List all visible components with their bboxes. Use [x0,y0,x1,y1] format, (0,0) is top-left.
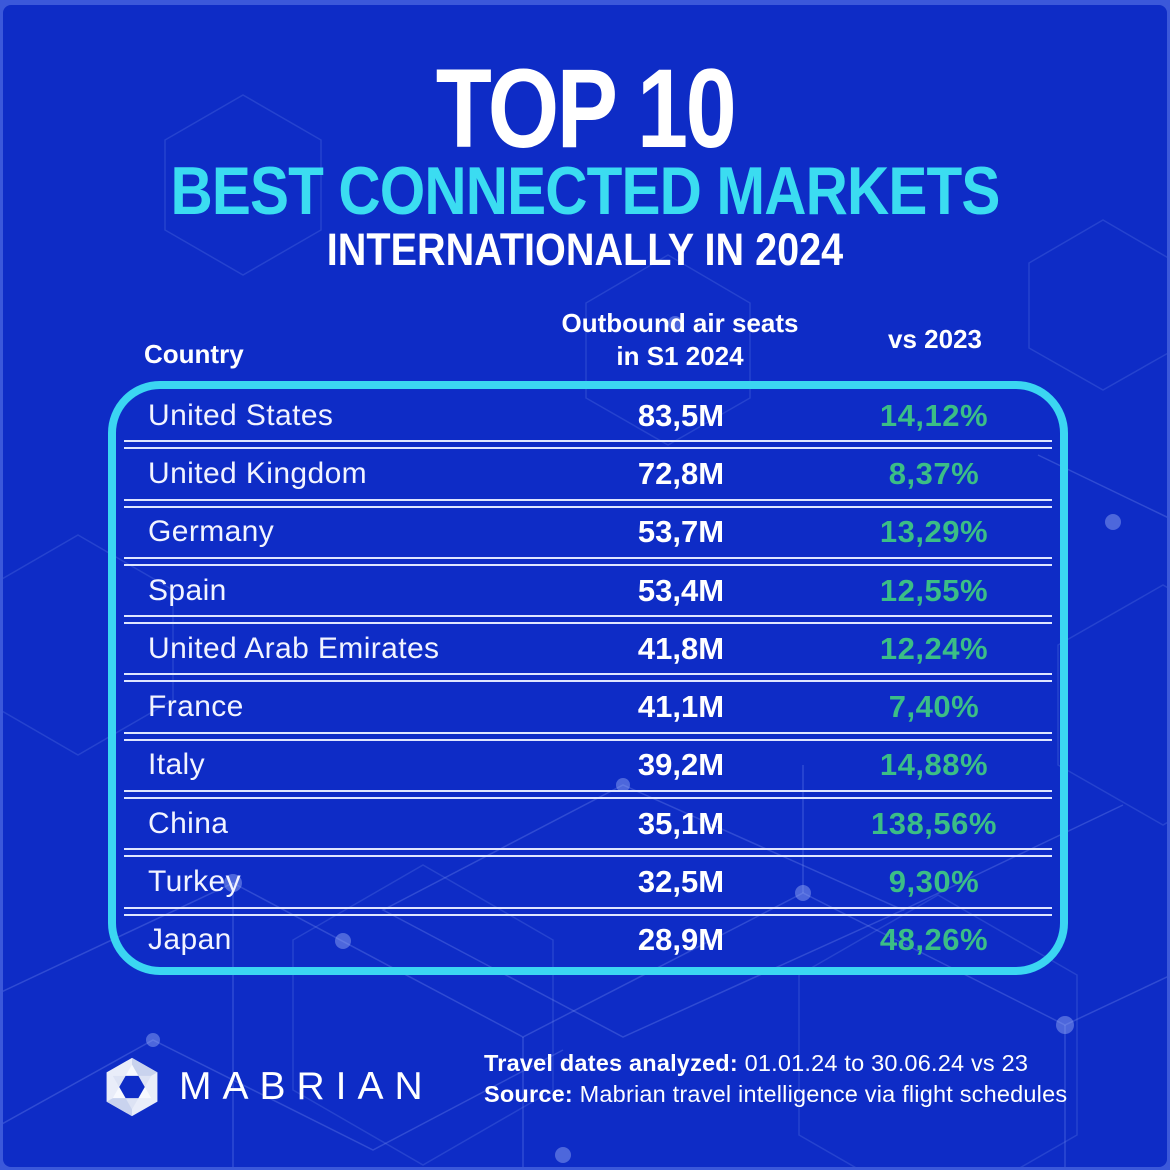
row-country: France [148,690,244,724]
table-row: Spain 53,4M 12,55% [118,566,1058,615]
table-row: United Kingdom 72,8M 8,37% [118,449,1058,498]
row-divider [124,673,1052,683]
table-row: China 35,1M 138,56% [118,799,1058,848]
table-column-headers: Country Outbound air seats in S1 2024 vs… [108,307,1068,372]
table-row: France 41,1M 7,40% [118,682,1058,731]
row-divider [124,848,1052,858]
row-change: 9,30% [888,864,980,900]
row-country: United Arab Emirates [148,631,440,665]
table-row: Turkey 32,5M 9,30% [118,857,1058,906]
title-internationally-2024: INTERNATIONALLY IN 2024 [326,224,844,275]
footer-source-label: Source: [484,1081,573,1107]
row-seats: 72,8M [637,455,725,491]
row-seats: 83,5M [637,397,725,433]
col-header-country: Country [144,339,244,369]
table-body: United States 83,5M 14,12% United Kingdo… [116,389,1060,967]
col-header-seats-line2: in S1 2024 [616,340,744,371]
table-row: Italy 39,2M 14,88% [118,741,1058,790]
row-country: United Kingdom [148,456,368,490]
brand-logo: MABRIAN [101,1055,434,1119]
row-seats: 53,4M [637,572,725,608]
mabrian-gem-icon [106,1057,158,1117]
row-country: Japan [148,923,232,957]
row-country: Italy [148,748,206,782]
row-country: China [148,806,229,840]
footer-dates-value: 01.01.24 to 30.06.24 vs 23 [737,1050,1029,1076]
row-divider [124,556,1052,566]
row-change: 48,26% [879,922,989,958]
row-country: Turkey [148,865,241,899]
table-row: Germany 53,7M 13,29% [118,508,1058,557]
row-seats: 39,2M [637,747,725,783]
col-header-seats-line1: Outbound air seats [561,308,799,338]
row-seats: 41,1M [637,689,725,725]
table-row: United States 83,5M 14,12% [118,391,1058,440]
row-seats: 41,8M [637,630,725,666]
row-seats: 53,7M [637,514,725,550]
row-change: 138,56% [871,805,997,841]
table-row: Japan 28,9M 48,26% [118,916,1058,965]
row-country: Germany [148,515,275,549]
row-divider [124,731,1052,741]
title-top10: TOP 10 [435,46,737,171]
row-seats: 35,1M [637,805,725,841]
brand-wordmark: MABRIAN [179,1065,434,1108]
title-best-connected-markets: BEST CONNECTED MARKETS [170,153,1000,229]
footer-dates-line: Travel dates analyzed: 01.01.24 to 30.06… [484,1048,1067,1079]
footer-dates-label: Travel dates analyzed: [484,1050,738,1076]
row-divider [124,790,1052,800]
row-seats: 28,9M [637,922,725,958]
row-change: 8,37% [888,455,980,491]
row-divider [124,615,1052,625]
row-change: 14,88% [879,747,989,783]
row-change: 12,55% [879,572,989,608]
infographic-canvas: TOP 10 BEST CONNECTED MARKETS INTERNATIO… [3,5,1167,1167]
footer-source-value: Mabrian travel intelligence via flight s… [572,1081,1068,1107]
footer-source-line: Source: Mabrian travel intelligence via … [484,1079,1067,1110]
table-row: United Arab Emirates 41,8M 12,24% [118,624,1058,673]
row-change: 13,29% [879,514,989,550]
row-seats: 32,5M [637,864,725,900]
row-divider [124,906,1052,916]
row-change: 12,24% [879,630,989,666]
row-change: 7,40% [888,689,980,725]
col-header-seats: Outbound air seats in S1 2024 [550,307,810,372]
row-divider [124,498,1052,508]
row-change: 14,12% [879,397,989,433]
markets-table: United States 83,5M 14,12% United Kingdo… [108,381,1068,975]
footer-notes: Travel dates analyzed: 01.01.24 to 30.06… [484,1048,1067,1110]
row-divider [124,440,1052,450]
col-header-vs-2023: vs 2023 [888,324,982,354]
row-country: United States [148,398,334,432]
row-country: Spain [148,573,227,607]
